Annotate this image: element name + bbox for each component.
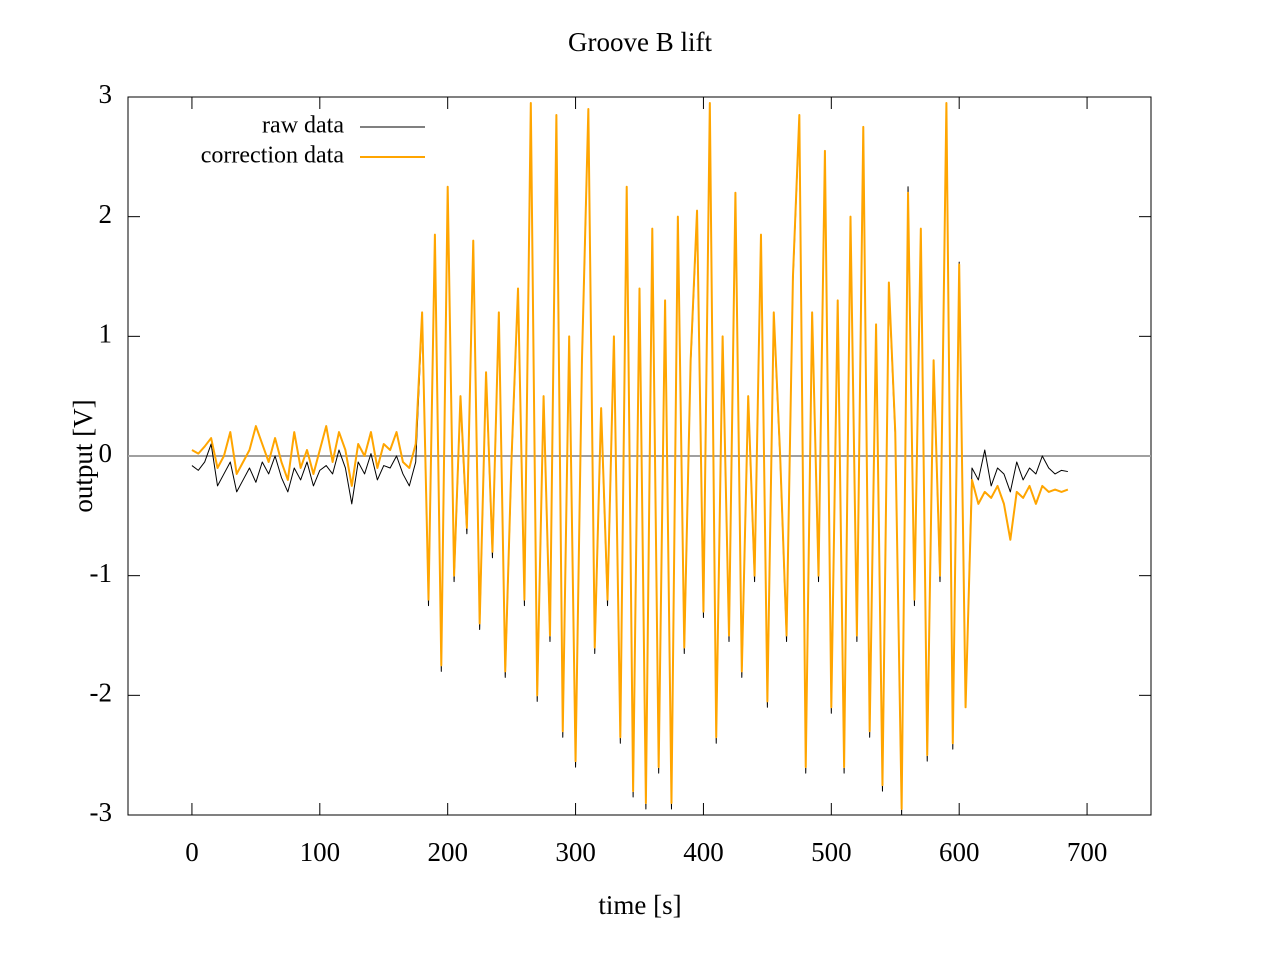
data-line <box>191 101 1069 811</box>
x-tick-label: 600 <box>939 837 980 867</box>
x-tick-label: 700 <box>1067 837 1108 867</box>
x-axis-label: time [s] <box>598 890 681 920</box>
y-tick-label: -3 <box>90 797 113 827</box>
y-tick-label: 2 <box>99 199 113 229</box>
x-tick-label: 100 <box>300 837 341 867</box>
y-axis-label: output [V] <box>68 399 98 512</box>
x-tick-label: 0 <box>185 837 199 867</box>
x-tick-label: 500 <box>811 837 852 867</box>
y-tick-label: -1 <box>90 558 113 588</box>
x-tick-label: 400 <box>683 837 724 867</box>
y-tick-label: 0 <box>99 438 113 468</box>
y-tick-label: 3 <box>99 79 113 109</box>
x-tick-label: 200 <box>427 837 468 867</box>
chart-title: Groove B lift <box>568 27 712 57</box>
legend-label: raw data <box>262 113 344 139</box>
legend-label: correction data <box>201 143 345 169</box>
y-tick-label: -2 <box>90 678 113 708</box>
plot-area <box>191 101 1069 815</box>
y-tick-label: 1 <box>99 319 113 349</box>
x-tick-label: 300 <box>555 837 596 867</box>
